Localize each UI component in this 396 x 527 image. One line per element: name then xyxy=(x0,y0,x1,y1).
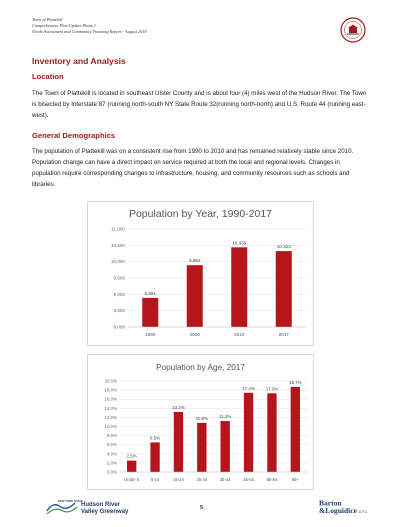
bar xyxy=(290,386,300,472)
x-tick-label: 55-64 xyxy=(267,477,278,482)
population-by-age-svg: Population by Age, 2017 0.0% 2.0% 4.0% 6.0% 8… xyxy=(105,363,307,482)
bar xyxy=(275,251,292,327)
y-tick-label: 12.0% xyxy=(105,415,118,420)
population-by-age-chart: Population by Age, 2017 0.0% 2.0% 4.0% 6.0% 8… xyxy=(87,354,314,490)
bl-logo-line1: Barton xyxy=(319,499,342,508)
header-plan: Comprehensive Plan Update Phase I xyxy=(32,23,96,28)
y-tick-label: 8.0% xyxy=(107,433,117,438)
data-label: 6.5% xyxy=(150,435,160,440)
page-number: 5 xyxy=(200,505,204,511)
section-title: Inventory and Analysis xyxy=(32,56,126,66)
bar xyxy=(243,392,254,472)
greenway-line1: Hudson River xyxy=(81,502,121,508)
y-tick-label: 10.0% xyxy=(105,424,118,429)
y-tick-label: 11,000 xyxy=(111,227,125,232)
data-label: 8,891 xyxy=(145,291,157,296)
data-label: 10,323 xyxy=(277,244,291,249)
x-tick-label: 15-24 xyxy=(173,477,184,482)
bar xyxy=(231,247,248,327)
bar xyxy=(173,411,184,472)
y-tick-label: 10,000 xyxy=(111,259,125,264)
population-by-year-svg: Population by Year, 1990-2017 8,000 8,500 9… xyxy=(111,208,306,337)
y-tick-label: 6.0% xyxy=(107,442,117,447)
y-tick-label: 2.0% xyxy=(107,460,117,465)
bl-logo-line2: &Loguidice xyxy=(319,506,358,515)
y-tick-label: 16.0% xyxy=(105,397,118,402)
y-tick-label: 8,500 xyxy=(114,308,126,313)
data-label: 11.2% xyxy=(219,414,231,419)
location-paragraph: The Town of Plattekill is located in sou… xyxy=(32,90,367,119)
town-seal-logo xyxy=(340,17,366,43)
data-label: 13.2% xyxy=(172,405,185,410)
bar xyxy=(267,393,277,472)
greenway-small-text: NEW YORK STATE xyxy=(58,499,83,503)
y-tick-label: 9,000 xyxy=(114,292,126,297)
x-tick-label: 2010 xyxy=(234,332,245,337)
bar xyxy=(150,442,160,472)
y-tick-label: 14.0% xyxy=(105,406,118,411)
demographics-heading: General Demographics xyxy=(32,131,116,140)
x-tick-label: 2000 xyxy=(190,332,201,337)
data-label: 17.3% xyxy=(266,386,279,391)
demographics-paragraph: The population of Plattekill was on a co… xyxy=(32,148,354,188)
x-tick-label: 2017 xyxy=(279,332,290,337)
bl-logo-suffix: D.P.C. xyxy=(359,510,368,514)
y-tick-label: 9,500 xyxy=(114,276,126,281)
location-heading: Location xyxy=(32,72,64,81)
data-label: 18.7% xyxy=(289,380,302,385)
population-by-year-chart: Population by Year, 1990-2017 8,000 8,500 9… xyxy=(87,201,314,346)
x-tick-label: 35-44 xyxy=(220,477,231,482)
x-tick-label: 25-34 xyxy=(196,477,207,482)
data-label: 9,892 xyxy=(189,258,201,263)
data-label: 10,439 xyxy=(232,240,246,245)
greenway-line2: Valley Greenway xyxy=(81,509,129,515)
x-tick-label: Under 5 xyxy=(124,477,140,482)
bar xyxy=(186,265,203,327)
data-label: 17.4% xyxy=(242,386,255,391)
data-label: 2.5% xyxy=(127,454,137,459)
report-header: Town of Plattekill Comprehensive Plan Up… xyxy=(32,17,292,35)
y-tick-label: 4.0% xyxy=(107,451,117,456)
x-tick-label: 5-14 xyxy=(151,477,160,482)
y-tick-label: 0.0% xyxy=(107,470,117,475)
chart-title: Population by Age, 2017 xyxy=(156,363,245,372)
y-tick-label: 18.0% xyxy=(105,388,118,393)
bar xyxy=(220,421,230,472)
x-tick-label: 65+ xyxy=(292,477,300,482)
header-report: Needs Assessment and Community Visioning… xyxy=(32,29,147,34)
bar xyxy=(142,297,159,327)
hudson-river-greenway-logo: NEW YORK STATE Hudson River Valley Green… xyxy=(46,499,129,515)
bar xyxy=(197,422,207,472)
data-label: 10.8% xyxy=(196,416,209,421)
chart-title: Population by Year, 1990-2017 xyxy=(129,208,272,220)
y-tick-label: 10,500 xyxy=(111,243,125,248)
x-tick-label: 1990 xyxy=(145,332,156,337)
bar xyxy=(127,460,137,472)
barton-loguidice-logo: Barton &Loguidice D.P.C. xyxy=(319,499,368,516)
x-tick-label: 45-54 xyxy=(243,477,254,482)
y-tick-label: 8,000 xyxy=(114,325,126,330)
header-town: Town of Plattekill xyxy=(32,17,63,22)
y-tick-label: 20.0% xyxy=(105,379,118,384)
